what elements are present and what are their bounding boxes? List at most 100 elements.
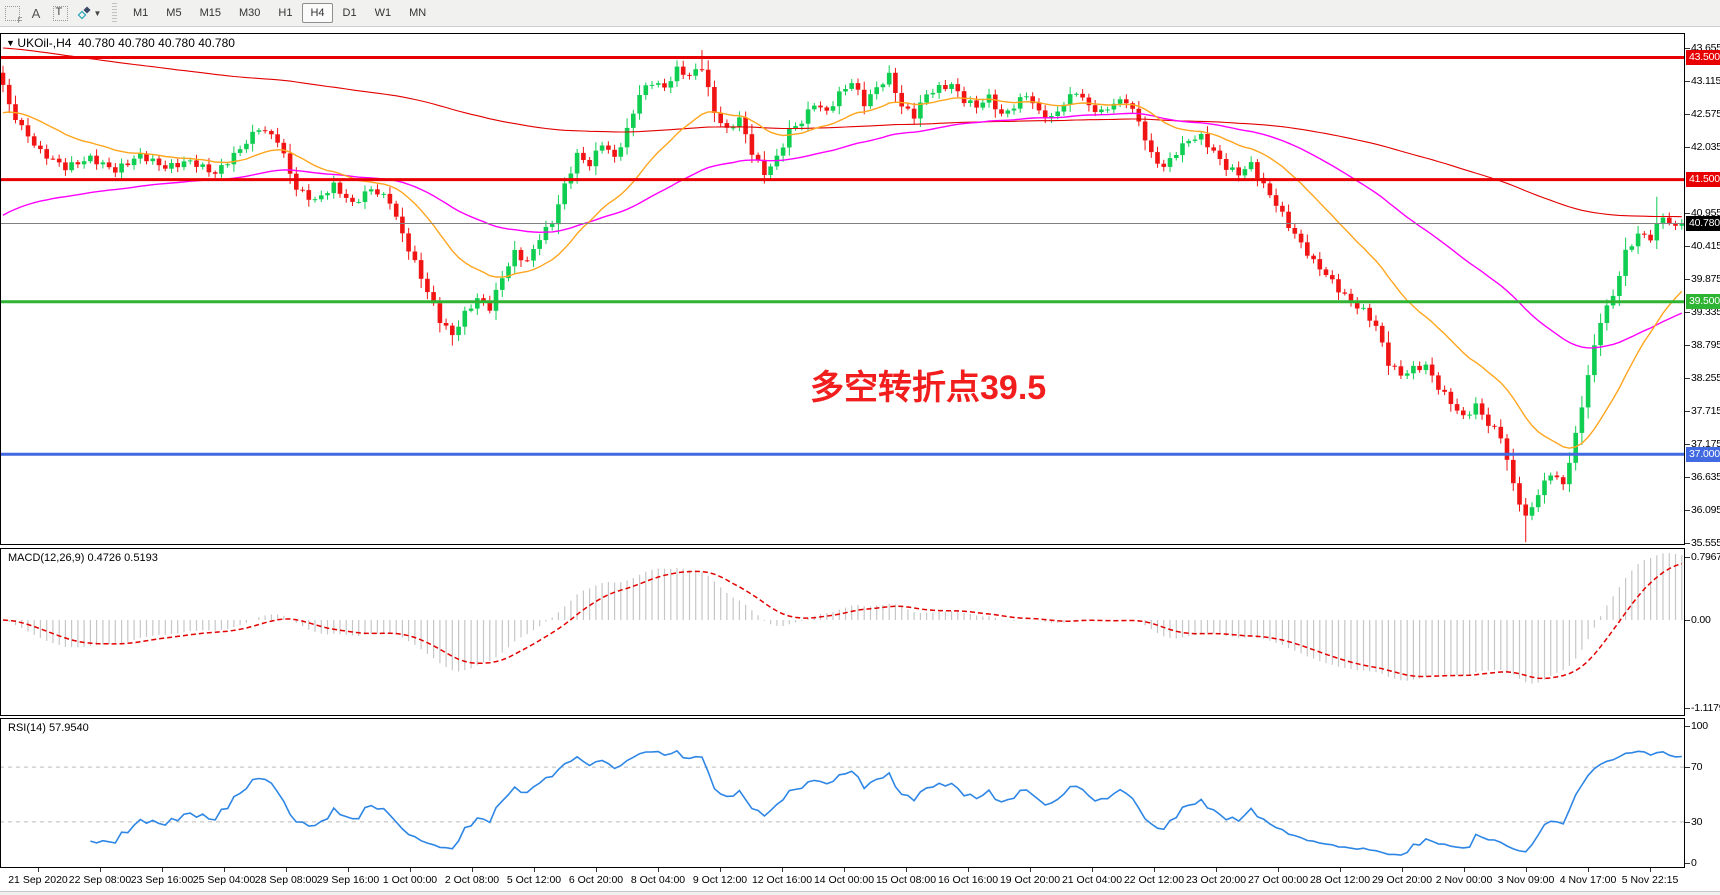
time-label: 6 Oct 20:00 xyxy=(568,874,624,886)
price-tick xyxy=(1685,279,1690,280)
macd-tick-label: 0.00 xyxy=(1691,614,1711,626)
price-tick xyxy=(1685,213,1690,214)
rsi-tick xyxy=(1685,726,1690,727)
time-tick xyxy=(596,868,597,872)
time-label: 19 Oct 20:00 xyxy=(999,874,1061,886)
rsi-tick-label: 0 xyxy=(1691,857,1697,869)
price-tag-40.780: 40.780 xyxy=(1686,216,1720,231)
time-label: 16 Oct 16:00 xyxy=(937,874,999,886)
macd-tick-label: -1.1179 xyxy=(1691,702,1720,714)
price-tick-label: 40.415 xyxy=(1691,240,1720,252)
price-tag-41.500: 41.500 xyxy=(1686,172,1720,187)
macd-label: MACD(12,26,9) 0.4726 0.5193 xyxy=(8,552,158,564)
time-tick xyxy=(1216,868,1217,872)
time-tick xyxy=(348,868,349,872)
time-tick xyxy=(720,868,721,872)
time-label: 2 Oct 08:00 xyxy=(444,874,500,886)
dropdown-caret-icon[interactable]: ▼ xyxy=(93,8,102,18)
rsi-tick xyxy=(1685,822,1690,823)
price-tick xyxy=(1685,345,1690,346)
arrange-arrows-icon[interactable]: ▼ xyxy=(74,3,104,23)
time-label: 22 Sep 08:00 xyxy=(68,874,132,886)
arrows-glyph xyxy=(77,5,91,19)
price-tick-label: 38.255 xyxy=(1691,372,1720,384)
time-label: 21 Oct 04:00 xyxy=(1061,874,1123,886)
time-label: 8 Oct 04:00 xyxy=(630,874,686,886)
macd-tick xyxy=(1685,708,1690,709)
time-label: 27 Oct 00:00 xyxy=(1247,874,1309,886)
price-tick-label: 42.035 xyxy=(1691,141,1720,153)
price-tick-label: 38.795 xyxy=(1691,339,1720,351)
time-label: 28 Sep 08:00 xyxy=(254,874,318,886)
macd-tick xyxy=(1685,557,1690,558)
timeframe-button-m1[interactable]: M1 xyxy=(133,7,149,19)
time-tick xyxy=(1092,868,1093,872)
time-label: 28 Oct 12:00 xyxy=(1309,874,1371,886)
text-label-icon[interactable]: T xyxy=(50,3,70,23)
time-tick xyxy=(1588,868,1589,872)
timeframe-button-mn[interactable]: MN xyxy=(409,7,427,19)
price-tick xyxy=(1685,48,1690,49)
time-tick xyxy=(906,868,907,872)
time-label: 9 Oct 12:00 xyxy=(692,874,748,886)
price-tick xyxy=(1685,114,1690,115)
time-tick xyxy=(1402,868,1403,872)
time-tick xyxy=(38,868,39,872)
macd-tick xyxy=(1685,620,1690,621)
chart-menu-triangle-icon[interactable]: ▼ xyxy=(6,38,18,48)
time-tick xyxy=(968,868,969,872)
time-tick xyxy=(162,868,163,872)
time-label: 5 Nov 22:15 xyxy=(1621,874,1679,886)
time-label: 1 Oct 00:00 xyxy=(382,874,438,886)
time-label: 23 Oct 20:00 xyxy=(1185,874,1247,886)
text-annotation-icon[interactable]: A xyxy=(26,3,46,23)
time-tick xyxy=(100,868,101,872)
timeframe-button-m15[interactable]: M15 xyxy=(199,7,221,19)
price-tick-label: 39.875 xyxy=(1691,273,1720,285)
time-tick xyxy=(534,868,535,872)
price-tick xyxy=(1685,477,1690,478)
time-tick xyxy=(658,868,659,872)
price-tick xyxy=(1685,147,1690,148)
price-tag-43.500: 43.500 xyxy=(1686,50,1720,65)
chart-text-annotation[interactable]: 多空转折点39.5 xyxy=(810,369,1047,407)
window-bottom-edge xyxy=(0,891,1720,895)
time-tick xyxy=(782,868,783,872)
timeframe-button-d1[interactable]: D1 xyxy=(342,7,357,19)
rsi-tick-label: 30 xyxy=(1691,816,1703,828)
time-tick xyxy=(1526,868,1527,872)
time-label: 29 Sep 16:00 xyxy=(316,874,380,886)
toolbar: F A T ▼ M1 M5 M15 M30 H1 H4 D1 W1 MN xyxy=(0,0,1720,27)
rsi-label: RSI(14) 57.9540 xyxy=(8,722,89,734)
rsi-tick xyxy=(1685,767,1690,768)
snap-grid-label: F xyxy=(17,15,23,25)
time-tick xyxy=(1030,868,1031,872)
timeframe-button-m30[interactable]: M30 xyxy=(238,7,261,19)
ohlc-readout: 40.780 40.780 40.780 40.780 xyxy=(78,36,235,50)
price-tick xyxy=(1685,81,1690,82)
timeframe-button-h4[interactable]: H4 xyxy=(302,3,333,23)
time-label: 23 Sep 16:00 xyxy=(130,874,194,886)
timeframe-button-h1[interactable]: H1 xyxy=(278,7,293,19)
text-a-label: A xyxy=(31,5,41,21)
price-tick xyxy=(1685,543,1690,544)
time-label: 15 Oct 08:00 xyxy=(875,874,937,886)
rsi-tick-label: 100 xyxy=(1691,720,1708,732)
toolbar-grip[interactable] xyxy=(112,3,117,23)
price-tick xyxy=(1685,246,1690,247)
timeframe-button-m5[interactable]: M5 xyxy=(166,7,182,19)
time-tick xyxy=(472,868,473,872)
timeframe-button-w1[interactable]: W1 xyxy=(374,7,392,19)
time-label: 29 Oct 20:00 xyxy=(1371,874,1433,886)
time-tick xyxy=(224,868,225,872)
snap-grid-icon[interactable]: F xyxy=(2,3,23,25)
text-t-label: T xyxy=(55,5,63,18)
price-tick xyxy=(1685,378,1690,379)
chart-plot[interactable] xyxy=(0,0,1686,868)
price-tick xyxy=(1685,510,1690,511)
time-label: 12 Oct 16:00 xyxy=(751,874,813,886)
time-label: 25 Sep 04:00 xyxy=(192,874,256,886)
time-tick xyxy=(1154,868,1155,872)
price-tick-label: 36.095 xyxy=(1691,504,1720,516)
time-label: 5 Oct 12:00 xyxy=(506,874,562,886)
